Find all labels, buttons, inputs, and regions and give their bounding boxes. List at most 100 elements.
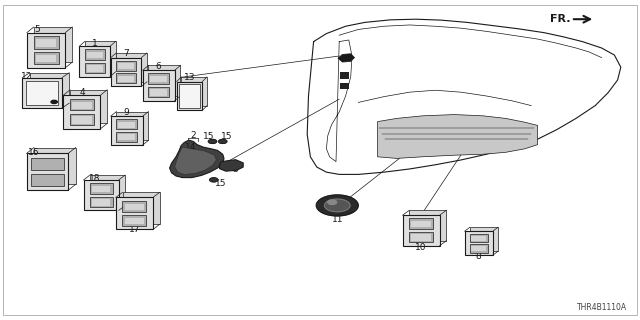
FancyBboxPatch shape bbox=[118, 122, 135, 128]
FancyBboxPatch shape bbox=[125, 218, 144, 224]
FancyBboxPatch shape bbox=[148, 65, 180, 96]
FancyBboxPatch shape bbox=[148, 73, 169, 84]
FancyBboxPatch shape bbox=[70, 99, 94, 110]
FancyBboxPatch shape bbox=[70, 114, 94, 125]
FancyBboxPatch shape bbox=[22, 78, 62, 108]
FancyBboxPatch shape bbox=[85, 41, 116, 72]
Text: 8: 8 bbox=[476, 252, 481, 261]
FancyBboxPatch shape bbox=[29, 73, 69, 103]
Text: 13: 13 bbox=[184, 73, 195, 82]
Circle shape bbox=[51, 100, 58, 103]
FancyBboxPatch shape bbox=[33, 52, 59, 64]
Polygon shape bbox=[378, 115, 538, 158]
FancyBboxPatch shape bbox=[72, 102, 92, 109]
Text: 18: 18 bbox=[89, 174, 100, 183]
FancyBboxPatch shape bbox=[33, 36, 59, 49]
FancyBboxPatch shape bbox=[472, 236, 486, 241]
FancyBboxPatch shape bbox=[122, 215, 147, 226]
FancyBboxPatch shape bbox=[118, 63, 134, 69]
FancyBboxPatch shape bbox=[111, 58, 141, 86]
FancyBboxPatch shape bbox=[27, 33, 65, 68]
FancyBboxPatch shape bbox=[148, 87, 169, 98]
FancyBboxPatch shape bbox=[90, 183, 113, 194]
FancyBboxPatch shape bbox=[150, 76, 167, 83]
FancyBboxPatch shape bbox=[116, 197, 153, 229]
Circle shape bbox=[209, 140, 216, 143]
FancyBboxPatch shape bbox=[150, 90, 167, 96]
FancyBboxPatch shape bbox=[409, 232, 433, 243]
FancyBboxPatch shape bbox=[34, 148, 76, 184]
Text: 5: 5 bbox=[35, 25, 40, 34]
Circle shape bbox=[219, 140, 227, 143]
FancyBboxPatch shape bbox=[26, 153, 68, 190]
FancyBboxPatch shape bbox=[31, 174, 64, 186]
Circle shape bbox=[317, 195, 358, 216]
FancyBboxPatch shape bbox=[92, 186, 110, 192]
FancyBboxPatch shape bbox=[84, 180, 119, 211]
FancyBboxPatch shape bbox=[87, 66, 102, 72]
FancyBboxPatch shape bbox=[111, 116, 143, 145]
FancyBboxPatch shape bbox=[87, 52, 102, 59]
FancyBboxPatch shape bbox=[470, 228, 498, 252]
Circle shape bbox=[328, 200, 337, 204]
FancyBboxPatch shape bbox=[177, 82, 202, 110]
FancyBboxPatch shape bbox=[122, 201, 147, 212]
FancyBboxPatch shape bbox=[36, 39, 56, 47]
FancyBboxPatch shape bbox=[403, 215, 440, 246]
Polygon shape bbox=[170, 140, 224, 178]
FancyBboxPatch shape bbox=[84, 49, 105, 60]
FancyBboxPatch shape bbox=[92, 199, 110, 206]
FancyBboxPatch shape bbox=[116, 112, 148, 140]
Text: 9: 9 bbox=[124, 108, 129, 117]
FancyBboxPatch shape bbox=[90, 196, 113, 207]
FancyBboxPatch shape bbox=[116, 119, 137, 129]
FancyBboxPatch shape bbox=[63, 95, 100, 129]
FancyBboxPatch shape bbox=[412, 235, 431, 241]
Circle shape bbox=[210, 178, 218, 182]
FancyBboxPatch shape bbox=[116, 53, 147, 82]
FancyBboxPatch shape bbox=[340, 72, 349, 79]
FancyBboxPatch shape bbox=[412, 221, 431, 228]
Text: 2: 2 bbox=[191, 131, 196, 140]
FancyBboxPatch shape bbox=[143, 70, 175, 101]
Text: THR4B1110A: THR4B1110A bbox=[577, 303, 627, 312]
Text: 11: 11 bbox=[332, 215, 343, 224]
FancyBboxPatch shape bbox=[72, 116, 92, 124]
FancyBboxPatch shape bbox=[116, 132, 137, 142]
FancyArrowPatch shape bbox=[573, 16, 590, 22]
FancyBboxPatch shape bbox=[409, 210, 446, 241]
FancyBboxPatch shape bbox=[34, 27, 72, 62]
Text: 16: 16 bbox=[28, 148, 39, 157]
FancyBboxPatch shape bbox=[70, 90, 107, 124]
FancyBboxPatch shape bbox=[470, 234, 488, 242]
FancyBboxPatch shape bbox=[122, 192, 159, 224]
FancyBboxPatch shape bbox=[340, 83, 349, 89]
Text: 6: 6 bbox=[156, 62, 161, 71]
FancyBboxPatch shape bbox=[84, 63, 105, 74]
FancyBboxPatch shape bbox=[90, 175, 125, 205]
FancyBboxPatch shape bbox=[26, 81, 58, 105]
Text: 7: 7 bbox=[124, 49, 129, 58]
Text: 12: 12 bbox=[21, 72, 33, 81]
FancyBboxPatch shape bbox=[472, 246, 486, 252]
FancyBboxPatch shape bbox=[125, 204, 144, 210]
Text: 4: 4 bbox=[79, 88, 84, 97]
FancyBboxPatch shape bbox=[79, 46, 110, 77]
Circle shape bbox=[324, 199, 350, 212]
FancyBboxPatch shape bbox=[465, 231, 493, 255]
Text: 15: 15 bbox=[215, 179, 227, 188]
Polygon shape bbox=[220, 160, 243, 171]
Text: 15: 15 bbox=[203, 132, 214, 141]
Text: FR.: FR. bbox=[550, 14, 571, 24]
FancyBboxPatch shape bbox=[470, 244, 488, 253]
Text: 3: 3 bbox=[233, 165, 238, 174]
Text: 14: 14 bbox=[185, 143, 196, 152]
Polygon shape bbox=[175, 147, 216, 174]
FancyBboxPatch shape bbox=[116, 60, 136, 71]
Text: 17: 17 bbox=[129, 225, 140, 234]
FancyBboxPatch shape bbox=[409, 218, 433, 229]
Text: 10: 10 bbox=[415, 243, 427, 252]
FancyBboxPatch shape bbox=[118, 76, 134, 82]
FancyBboxPatch shape bbox=[31, 158, 64, 170]
Polygon shape bbox=[338, 54, 355, 62]
